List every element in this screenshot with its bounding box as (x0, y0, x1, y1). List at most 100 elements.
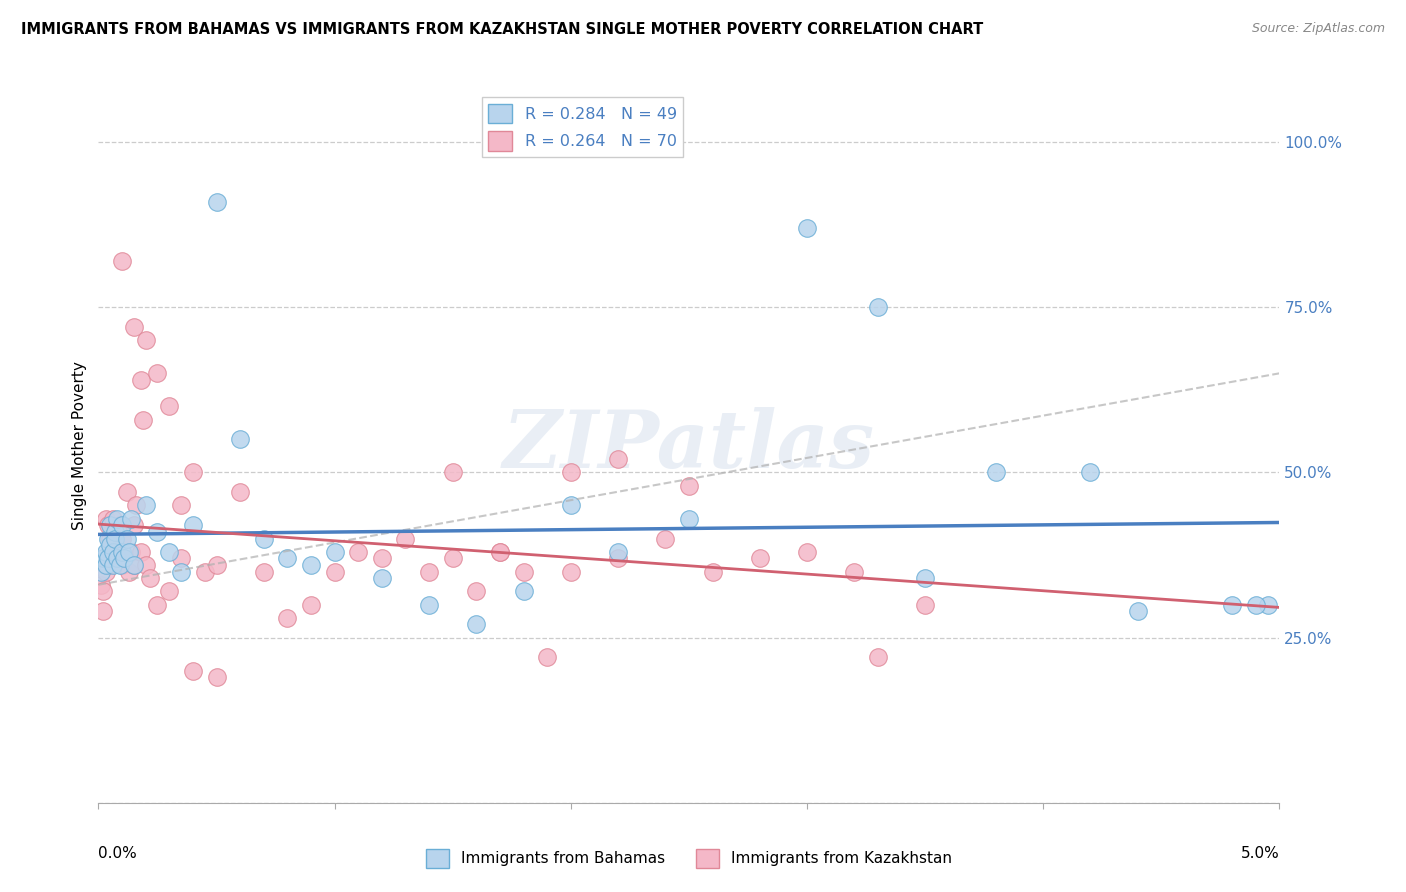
Point (489, 545, 512, 559)
Point (101, 545, 124, 559)
Point (371, 571, 394, 585)
Point (229, 485, 252, 500)
Point (104, 551, 127, 566)
Point (132, 412, 155, 426)
Point (115, 532, 138, 546)
Point (914, 598, 936, 612)
Point (536, 650, 558, 665)
Point (441, 551, 464, 566)
Point (94, 545, 117, 559)
Point (111, 254, 134, 268)
Point (129, 373, 152, 387)
Legend: Immigrants from Bahamas, Immigrants from Kazakhstan: Immigrants from Bahamas, Immigrants from… (420, 843, 957, 873)
Point (560, 565, 582, 579)
Point (111, 545, 134, 559)
Point (135, 333, 157, 347)
Point (157, 545, 180, 559)
Point (135, 558, 157, 572)
Point (512, 565, 534, 579)
Point (146, 598, 169, 612)
Point (654, 532, 676, 546)
Point (112, 551, 135, 566)
Text: ZIPatlas: ZIPatlas (503, 408, 875, 484)
Point (253, 532, 276, 546)
Point (98, 538, 121, 552)
Point (607, 545, 630, 559)
Point (122, 320, 145, 334)
Point (94, 558, 117, 572)
Point (122, 518, 145, 533)
Point (146, 367, 169, 381)
Point (465, 617, 488, 632)
Point (101, 558, 124, 572)
Point (129, 545, 152, 559)
Point (418, 598, 440, 612)
Point (97, 558, 120, 572)
Point (205, 558, 228, 572)
Point (748, 551, 770, 566)
Point (122, 558, 145, 572)
Point (90, 565, 112, 579)
Point (170, 551, 193, 566)
Point (105, 545, 128, 559)
Point (97, 532, 120, 546)
Point (229, 433, 252, 447)
Point (205, 194, 228, 209)
Point (1220, 598, 1243, 612)
Point (844, 565, 866, 579)
Point (678, 478, 700, 492)
Point (181, 518, 204, 533)
Point (512, 584, 534, 599)
Point (157, 584, 180, 599)
Point (91, 551, 114, 566)
Point (276, 551, 298, 566)
Point (108, 518, 131, 533)
Point (678, 511, 700, 525)
Point (125, 499, 148, 513)
Point (796, 221, 818, 235)
Point (489, 545, 512, 559)
Point (121, 511, 143, 525)
Point (170, 565, 193, 579)
Point (118, 565, 141, 579)
Point (111, 518, 134, 533)
Point (702, 565, 724, 579)
Point (323, 565, 346, 579)
Point (135, 499, 157, 513)
Point (101, 511, 124, 525)
Point (607, 452, 630, 467)
Point (796, 545, 818, 559)
Point (115, 485, 138, 500)
Point (98, 518, 121, 533)
Point (560, 466, 582, 480)
Point (111, 558, 134, 572)
Point (97, 518, 120, 533)
Point (98, 545, 121, 559)
Point (276, 611, 298, 625)
Point (441, 466, 464, 480)
Text: Source: ZipAtlas.com: Source: ZipAtlas.com (1251, 22, 1385, 36)
Point (1080, 466, 1102, 480)
Point (914, 571, 936, 585)
Point (866, 300, 889, 314)
Point (181, 466, 204, 480)
Point (121, 545, 143, 559)
Text: 5.0%: 5.0% (1240, 846, 1279, 861)
Point (866, 650, 889, 665)
Point (299, 598, 322, 612)
Point (253, 565, 276, 579)
Y-axis label: Single Mother Poverty: Single Mother Poverty (72, 361, 87, 531)
Point (122, 558, 145, 572)
Point (146, 524, 169, 539)
Text: 0.0%: 0.0% (98, 846, 138, 861)
Point (98, 532, 121, 546)
Text: IMMIGRANTS FROM BAHAMAS VS IMMIGRANTS FROM KAZAKHSTAN SINGLE MOTHER POVERTY CORR: IMMIGRANTS FROM BAHAMAS VS IMMIGRANTS FR… (21, 22, 983, 37)
Point (108, 558, 131, 572)
Point (105, 511, 128, 525)
Point (194, 565, 217, 579)
Point (139, 571, 162, 585)
Point (170, 499, 193, 513)
Point (91, 584, 114, 599)
Point (112, 551, 135, 566)
Point (94, 565, 117, 579)
